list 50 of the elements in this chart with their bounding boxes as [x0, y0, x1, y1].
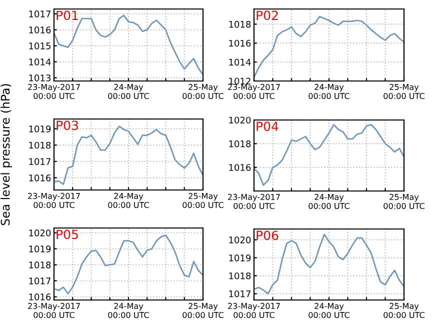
y-tick-label: 1012 — [229, 78, 250, 85]
x-tick-label: 25-May 00:00 UTC — [384, 302, 424, 318]
y-tick-label: 1017 — [29, 158, 50, 165]
y-tick-label: 1017 — [29, 10, 50, 18]
y-tick-label: 1018 — [229, 272, 251, 280]
y-tick-label: 1019 — [29, 246, 51, 252]
y-tick-label: 1017 — [29, 278, 50, 284]
chart-title: P06 — [256, 230, 278, 240]
y-tick-label: 1018 — [29, 262, 51, 268]
y-axis-title: Sea level pressure (hPa) — [0, 84, 12, 226]
y-tick-label: 1019 — [229, 254, 251, 262]
y-tick-label: 1016 — [29, 26, 51, 34]
y-tick-label: 1020 — [229, 116, 251, 124]
y-tick-label: 1014 — [229, 58, 251, 66]
x-tick-label: 25-May 00:00 UTC — [384, 84, 424, 100]
x-tick-label: 25-May 00:00 UTC — [182, 192, 224, 208]
x-tick-label: 23-May-2017 00:00 UTC — [28, 84, 80, 100]
x-tick-label: 24-May 00:00 UTC — [308, 302, 350, 318]
x-tick-label: 23-May-2017 00:00 UTC — [228, 194, 280, 210]
x-tick-label: 24-May 00:00 UTC — [308, 84, 350, 100]
chart-title: P04 — [256, 122, 278, 132]
x-tick-label: 24-May 00:00 UTC — [108, 84, 149, 100]
y-tick-label: 1018 — [229, 140, 251, 148]
y-tick-label: 1015 — [29, 42, 50, 50]
chart-title: P01 — [56, 10, 78, 20]
x-tick-label: 25-May 00:00 UTC — [182, 302, 224, 318]
y-tick-label: 1016 — [229, 164, 251, 171]
chart-title: P02 — [256, 10, 278, 20]
chart-title: P05 — [56, 230, 78, 240]
y-tick-label: 1018 — [29, 142, 51, 149]
y-tick-label: 1018 — [229, 20, 251, 28]
chart-title: P03 — [56, 120, 78, 130]
x-tick-label: 24-May 00:00 UTC — [108, 302, 149, 318]
x-tick-label: 23-May-2017 00:00 UTC — [28, 302, 80, 318]
x-tick-label: 25-May 00:00 UTC — [384, 194, 424, 210]
x-tick-label: 23-May-2017 00:00 UTC — [228, 84, 280, 100]
y-tick-label: 1020 — [229, 236, 251, 244]
y-tick-label: 1017 — [229, 290, 250, 298]
y-tick-label: 1016 — [229, 40, 251, 47]
x-tick-label: 23-May-2017 00:00 UTC — [28, 192, 80, 208]
y-tick-label: 1013 — [29, 74, 50, 82]
y-tick-label: 1014 — [29, 58, 51, 66]
x-tick-label: 25-May 00:00 UTC — [182, 84, 224, 100]
x-tick-label: 24-May 00:00 UTC — [308, 194, 350, 210]
y-tick-label: 1020 — [29, 230, 51, 236]
y-tick-label: 1019 — [29, 126, 51, 132]
x-tick-label: 23-May-2017 00:00 UTC — [228, 302, 280, 318]
y-tick-label: 1016 — [29, 294, 51, 300]
y-tick-label: 1016 — [29, 174, 51, 182]
x-tick-label: 24-May 00:00 UTC — [108, 192, 149, 208]
